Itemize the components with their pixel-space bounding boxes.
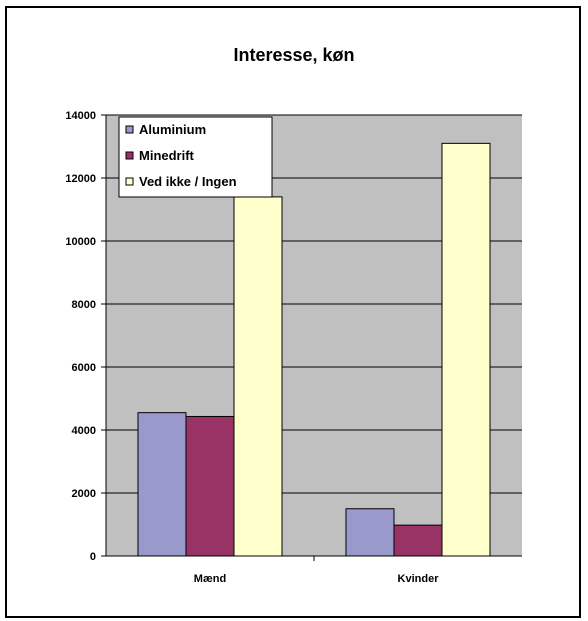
legend-label: Aluminium [139,122,206,137]
legend-box [118,116,273,198]
legend-label: Ved ikke / Ingen [139,174,237,189]
y-tick-label: 12000 [65,173,96,185]
bar-aluminium-2 [345,508,395,557]
chart-title: Interesse, køn [233,45,355,65]
bar-minedrift-1 [185,415,235,557]
y-tick-label: 8000 [72,299,96,311]
bar-minedrift-2 [393,524,443,557]
y-tick-label: 6000 [72,362,96,374]
y-tick-label: 4000 [72,425,96,437]
x-tick-label: Kvinder [398,573,440,585]
legend-swatch [125,125,134,134]
bar-aluminium-1 [137,412,187,557]
legend-label: Minedrift [139,148,195,163]
y-tick-label: 10000 [65,236,96,248]
y-tick-label: 14000 [65,110,96,122]
y-tick-label: 0 [90,551,96,563]
bar-ved-ikke-ingen-2 [441,142,491,557]
legend-swatch [125,177,134,186]
legend-swatch [125,151,134,160]
bar-ved-ikke-ingen-1 [233,196,283,557]
y-tick-label: 2000 [72,488,96,500]
x-tick-label: Mænd [194,573,226,585]
